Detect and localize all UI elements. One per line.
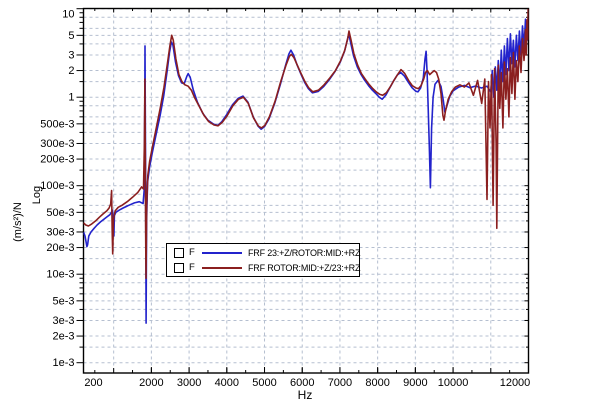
x-axis-title: Hz [297, 388, 313, 402]
y-tick-label: 1 [68, 92, 74, 104]
y-tick-label: 5e-3 [52, 295, 74, 307]
x-tick-label: 3000 [177, 377, 201, 389]
legend-line-swatch-blue [202, 251, 242, 254]
y-tick-label: 5 [68, 30, 74, 42]
y-tick-label: 100e-3 [40, 180, 74, 192]
y-tick-label: 2 [68, 65, 74, 77]
x-tick-label: 7000 [328, 377, 352, 389]
y-tick-label: 10e-3 [46, 269, 74, 281]
x-tick-label: 4000 [215, 377, 239, 389]
legend-f-label: F [189, 247, 195, 258]
legend-checkbox-red[interactable] [174, 262, 184, 273]
legend-item-blue: F FRF 23:+Z/ROTOR:MID:+RZ [167, 246, 361, 259]
x-tick-label: 2000 [139, 377, 163, 389]
y-tick-label: 500e-3 [40, 118, 74, 130]
x-tick-label: 12000 [500, 377, 531, 389]
legend-item-red: F FRF ROTOR:MID:+Z/23:+RZ [167, 261, 361, 274]
legend: F FRF 23:+Z/ROTOR:MID:+RZ F FRF ROTOR:MI… [166, 243, 360, 277]
x-tick-label: 10000 [438, 377, 469, 389]
x-tick-label: 9000 [403, 377, 427, 389]
y-tick-label: 10 [62, 9, 74, 21]
x-tick-label: 5000 [252, 377, 276, 389]
y-tick-label: 300e-3 [40, 138, 74, 150]
y-tick-label: 30e-3 [46, 226, 74, 238]
y-axis-scale-label: Log [31, 185, 43, 205]
legend-label-blue: FRF 23:+Z/ROTOR:MID:+RZ [248, 247, 361, 258]
legend-checkbox-blue[interactable] [174, 247, 184, 258]
x-tick-label: 6000 [290, 377, 314, 389]
y-tick-label: 50e-3 [46, 207, 74, 219]
x-tick-label: 8000 [365, 377, 389, 389]
y-tick-label: 20e-3 [46, 242, 74, 254]
y-tick-label: 2e-3 [52, 331, 74, 343]
y-tick-label: 200e-3 [40, 154, 74, 166]
x-tick-label: 200 [84, 377, 102, 389]
frf-curve-red [83, 8, 529, 279]
legend-label-red: FRF ROTOR:MID:+Z/23:+RZ [248, 262, 361, 273]
legend-f-label: F [189, 262, 195, 273]
plot-frame [82, 7, 530, 374]
legend-line-swatch-red [202, 266, 242, 269]
y-tick-label: 1e-3 [52, 357, 74, 369]
y-tick-label: 3 [68, 49, 74, 61]
y-tick-label: 3e-3 [52, 315, 74, 327]
y-axis-unit-label: (m/s²)/N [12, 202, 24, 242]
